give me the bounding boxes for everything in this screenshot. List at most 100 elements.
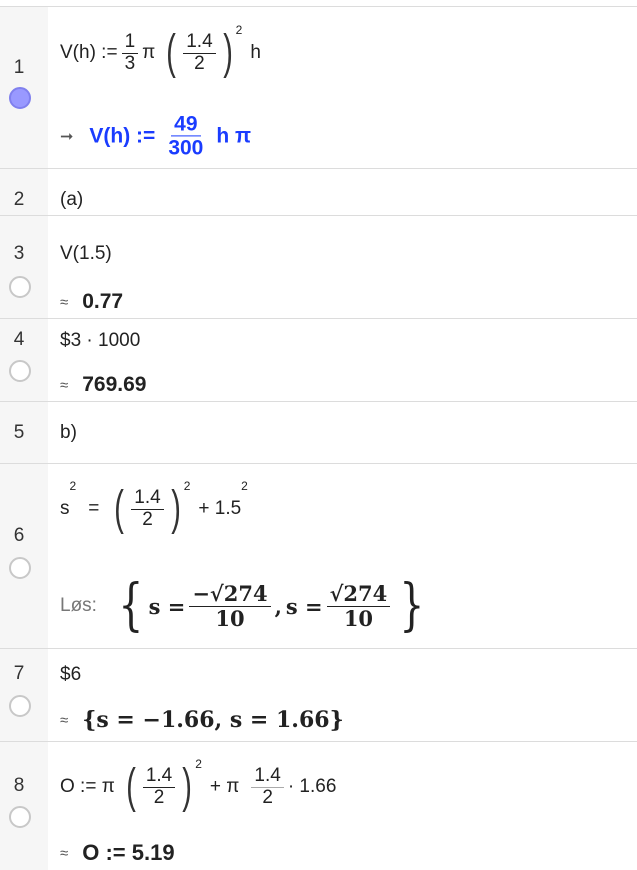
lhs: O := π	[60, 776, 115, 797]
exponent: 2	[235, 23, 243, 37]
output-value: 769.69	[82, 373, 147, 396]
denominator: 300	[168, 136, 204, 160]
cas-row-4[interactable]: 4 $3 · 1000 ≈ 769.69	[0, 318, 637, 402]
row-gutter	[0, 216, 48, 319]
row-number: 6	[13, 525, 25, 546]
visibility-toggle[interactable]	[9, 557, 31, 579]
row-output: Løs: { s = −√274 10 , s = √274 10 }	[60, 578, 430, 634]
exponent: 2	[183, 479, 191, 493]
denominator: 2	[142, 508, 153, 530]
row-output: ≈ 769.69	[60, 373, 146, 397]
fraction: 49 300	[165, 112, 206, 159]
numerator: √274	[326, 582, 391, 607]
cas-row-5[interactable]: 5 b)	[0, 401, 637, 464]
numerator: 1.4	[183, 31, 216, 54]
output-value: 0.77	[82, 290, 124, 313]
row-gutter	[0, 464, 48, 649]
row-input[interactable]: $3 · 1000	[60, 330, 141, 351]
fraction: √274 10	[326, 582, 391, 631]
fraction: 1.4 2	[251, 765, 284, 809]
cas-row-7[interactable]: 7 $6 ≈ {s = −1.66, s = 1.66}	[0, 648, 637, 742]
cas-row-3[interactable]: 3 V(1.5) ≈ 0.77	[0, 215, 637, 319]
row-number: 2	[13, 189, 25, 210]
plus-term: + 1.5	[198, 498, 242, 519]
paren-open: (	[114, 482, 125, 535]
visibility-toggle[interactable]	[9, 695, 31, 717]
denominator: 3	[124, 52, 136, 74]
row-output: ≈ O := 5.19	[60, 840, 175, 866]
pi: π	[142, 42, 156, 63]
lhs: V(h) :=	[60, 42, 118, 63]
row-number: 4	[13, 329, 25, 350]
paren-open: (	[126, 760, 136, 813]
paren-close: )	[222, 26, 233, 79]
row-input[interactable]: O := π ( 1.4 2 ) 2 + π 1.4 2 · 1.66	[60, 757, 337, 813]
denominator: 2	[262, 786, 273, 808]
output-value: {s = −1.66, s = 1.66}	[82, 707, 344, 733]
cas-row-2[interactable]: 2 (a)	[0, 168, 637, 216]
fraction: 1.4 2	[183, 31, 216, 75]
solution-var: s =	[148, 593, 186, 619]
paren-close: )	[182, 760, 193, 813]
numerator: 1.4	[142, 765, 176, 788]
exponent: 2	[195, 757, 202, 771]
denominator: 2	[153, 786, 165, 808]
numerator: 1	[121, 31, 139, 54]
row-gutter	[0, 169, 48, 216]
brace-open: {	[118, 573, 144, 638]
visibility-toggle[interactable]	[9, 276, 31, 298]
numerator: 49	[171, 112, 201, 137]
numerator: −√274	[189, 582, 271, 607]
solution-var: s =	[285, 593, 323, 619]
comma: ,	[274, 593, 282, 619]
row-number: 8	[13, 775, 25, 796]
denominator: 2	[194, 52, 205, 74]
numerator: 1.4	[131, 487, 164, 510]
row-input[interactable]: $6	[60, 664, 82, 685]
output-rest: h π	[216, 124, 252, 147]
row-number: 1	[13, 57, 25, 78]
denominator: 10	[215, 605, 245, 631]
arrow-icon: ➞	[60, 128, 74, 145]
fraction: −√274 10	[189, 582, 271, 631]
brace-close: }	[399, 573, 425, 638]
visibility-toggle[interactable]	[9, 360, 31, 382]
approx-icon: ≈	[60, 376, 69, 394]
visibility-toggle[interactable]	[9, 806, 31, 828]
row-output: ≈ {s = −1.66, s = 1.66}	[60, 707, 344, 733]
row-number: 3	[13, 243, 25, 264]
row-input[interactable]: (a)	[60, 189, 84, 210]
cas-row-8[interactable]: 8 O := π ( 1.4 2 ) 2 + π 1.4 2 · 1.66 ≈ O …	[0, 741, 637, 870]
variable: s	[60, 498, 70, 519]
paren-open: (	[166, 26, 177, 79]
row-gutter	[0, 402, 48, 464]
fraction: 1.4 2	[131, 487, 164, 531]
output-value: O := 5.19	[82, 840, 175, 865]
row-number: 7	[13, 663, 25, 684]
row-output: ➞ V(h) := 49 300 h π	[60, 112, 251, 159]
approx-icon: ≈	[60, 711, 69, 729]
row-input[interactable]: b)	[60, 422, 77, 443]
exponent: 2	[69, 479, 77, 493]
row-output: ≈ 0.77	[60, 290, 123, 314]
fraction: 1.4 2	[142, 765, 176, 809]
row-input[interactable]: V(1.5)	[60, 243, 112, 264]
plus-term: + π	[209, 776, 240, 797]
denominator: 10	[343, 605, 374, 631]
approx-icon: ≈	[60, 844, 69, 862]
tail-term: · 1.66	[287, 776, 337, 797]
visibility-toggle[interactable]	[9, 87, 31, 109]
row-number: 5	[13, 422, 25, 443]
variable: h	[250, 42, 261, 63]
equals: =	[88, 498, 100, 519]
approx-icon: ≈	[60, 293, 69, 311]
solve-label: Løs:	[60, 595, 97, 616]
numerator: 1.4	[251, 765, 284, 788]
output-lhs: V(h) :=	[89, 124, 156, 147]
exponent: 2	[241, 479, 248, 493]
